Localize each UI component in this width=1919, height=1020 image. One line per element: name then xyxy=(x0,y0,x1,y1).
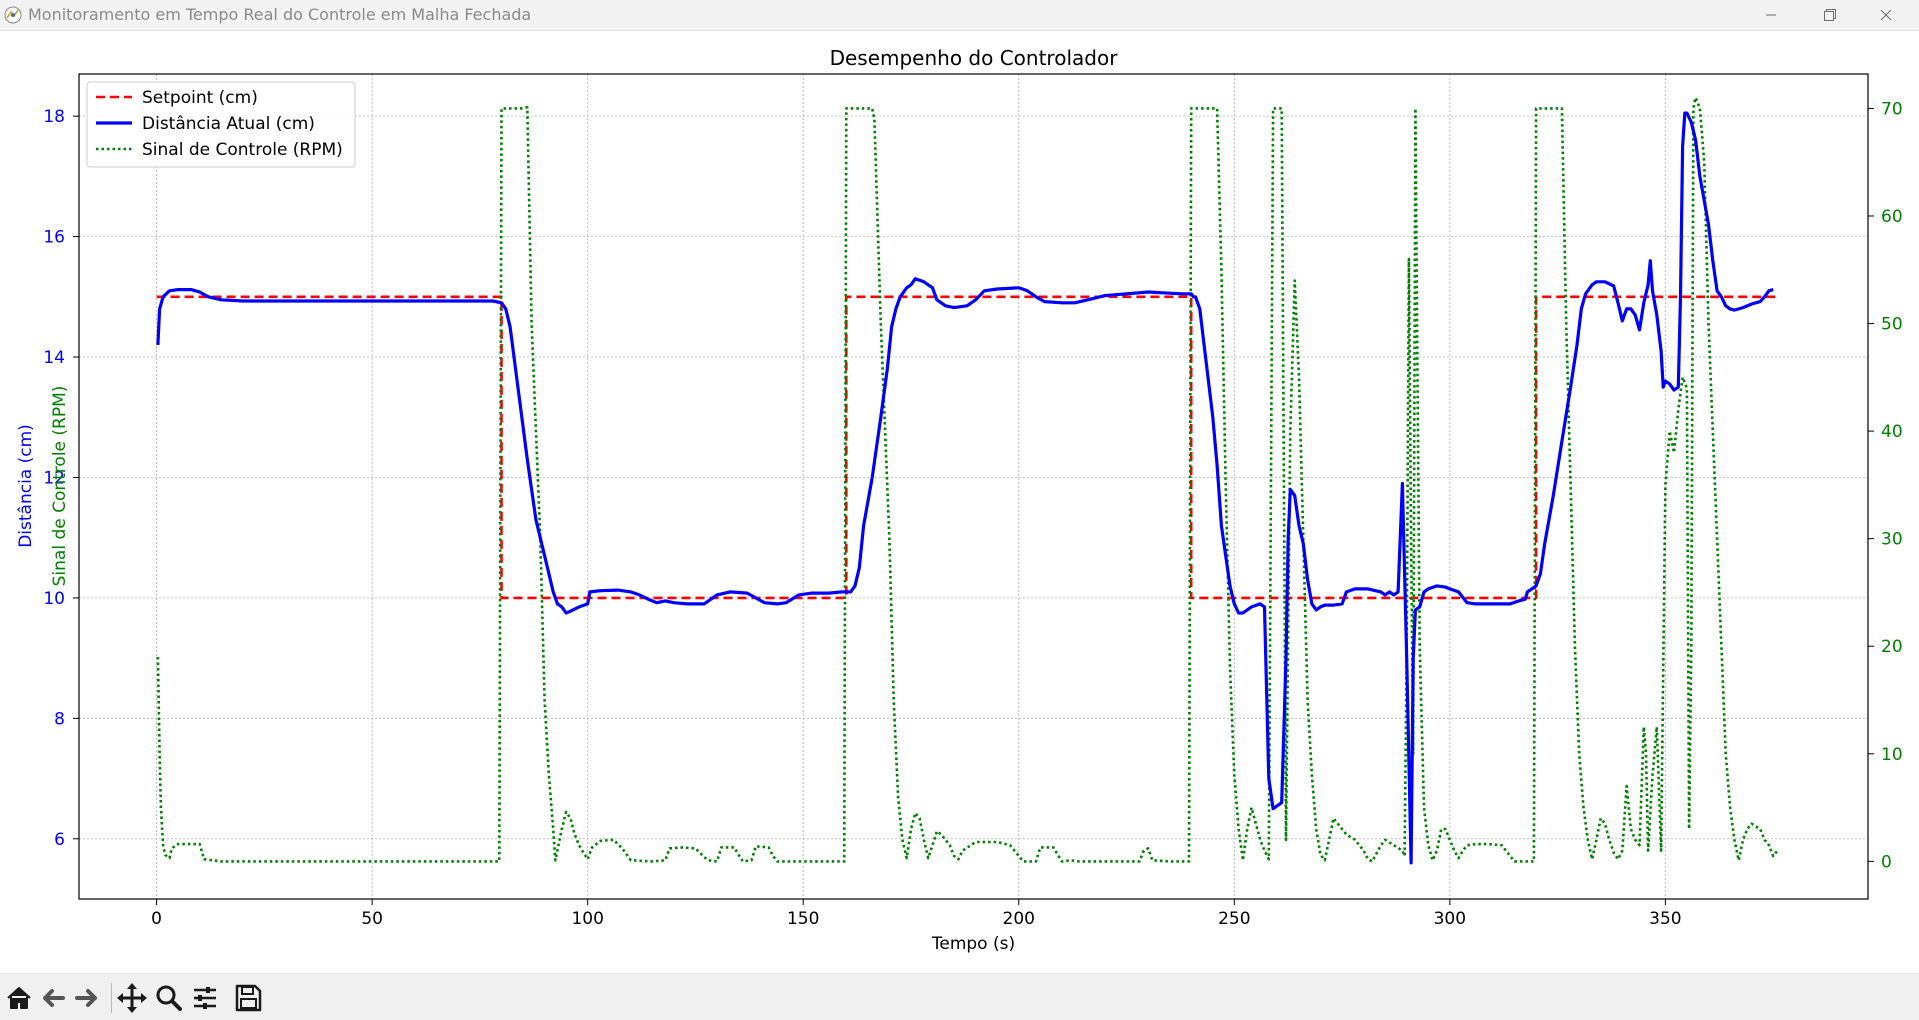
forward-button[interactable] xyxy=(70,981,104,1015)
app-icon xyxy=(4,6,22,24)
axes-frame xyxy=(78,73,1869,900)
y-right-tick-label: 70 xyxy=(1881,99,1903,119)
home-icon xyxy=(7,987,31,1009)
legend-box xyxy=(86,81,356,168)
legend-entry-2: Sinal de Controle (RPM) xyxy=(142,140,343,160)
minimize-icon xyxy=(1766,14,1776,16)
y-left-tick-label: 6 xyxy=(54,830,65,850)
window-titlebar: Monitoramento em Tempo Real do Controle … xyxy=(0,0,1919,31)
pan-icon xyxy=(117,983,147,1013)
close-button[interactable] xyxy=(1858,0,1914,30)
y-right-tick-label: 40 xyxy=(1881,422,1903,442)
toolbar-separator xyxy=(111,983,112,1013)
x-tick-label: 100 xyxy=(571,909,603,929)
legend-entry-1: Distância Atual (cm) xyxy=(142,114,315,134)
x-tick-label: 150 xyxy=(787,909,819,929)
y-left-tick-label: 8 xyxy=(54,709,65,729)
x-axis-label: Tempo (s) xyxy=(931,934,1015,954)
navigation-toolbar xyxy=(0,973,1919,1020)
configure-subplots-icon xyxy=(194,987,216,1009)
y-right-tick-label: 0 xyxy=(1881,852,1892,872)
y-right-tick-label: 30 xyxy=(1881,530,1903,550)
home-button[interactable] xyxy=(2,981,36,1015)
y-right-tick-label: 50 xyxy=(1881,315,1903,335)
series-line-0 xyxy=(156,295,1778,600)
x-tick-label: 300 xyxy=(1434,909,1466,929)
save-button[interactable] xyxy=(231,981,265,1015)
y-right-tick-label: 60 xyxy=(1881,207,1903,227)
x-tick-label: 200 xyxy=(1003,909,1035,929)
maximize-button[interactable] xyxy=(1801,0,1857,30)
x-tick-label: 350 xyxy=(1649,909,1681,929)
y-left-tick-label: 12 xyxy=(43,468,65,488)
y-left-tick-label: 10 xyxy=(43,589,65,609)
y-left-tick-label: 16 xyxy=(43,228,65,248)
maximize-icon xyxy=(1824,9,1836,21)
x-tick-label: 250 xyxy=(1218,909,1250,929)
zoom-button[interactable] xyxy=(152,981,186,1015)
series-line-1 xyxy=(156,111,1774,865)
pan-button[interactable] xyxy=(115,981,149,1015)
chart: 0 50 100 150 200 250 300 350 6 8 10 12 14 16 18 0 10 20 30… xyxy=(16,46,1903,954)
y-right-tick-label: 10 xyxy=(1881,745,1903,765)
legend-entry-0: Setpoint (cm) xyxy=(142,88,258,108)
save-icon xyxy=(235,984,262,1012)
y-right-tick-label: 20 xyxy=(1881,637,1903,657)
y-right-axis-label: Sinal de Controle (RPM) xyxy=(50,386,70,587)
series-line-2 xyxy=(156,96,1779,863)
back-icon xyxy=(43,989,65,1007)
x-tick-label: 0 xyxy=(151,909,162,929)
configure-subplots-button[interactable] xyxy=(188,981,222,1015)
close-icon xyxy=(1880,9,1892,21)
x-tick-label: 50 xyxy=(361,909,383,929)
forward-icon xyxy=(75,989,97,1007)
y-left-tick-label: 18 xyxy=(43,107,65,127)
y-left-tick-label: 14 xyxy=(43,348,65,368)
figure-canvas[interactable]: 0 50 100 150 200 250 300 350 6 8 10 12 14 16 18 0 10 20 30… xyxy=(0,30,1919,973)
window-title: Monitoramento em Tempo Real do Controle … xyxy=(28,5,532,24)
zoom-icon xyxy=(156,985,182,1011)
back-button[interactable] xyxy=(36,981,70,1015)
chart-title: Desempenho do Controlador xyxy=(830,46,1119,70)
y-left-axis-label: Distância (cm) xyxy=(16,424,36,548)
minimize-button[interactable] xyxy=(1743,0,1799,30)
